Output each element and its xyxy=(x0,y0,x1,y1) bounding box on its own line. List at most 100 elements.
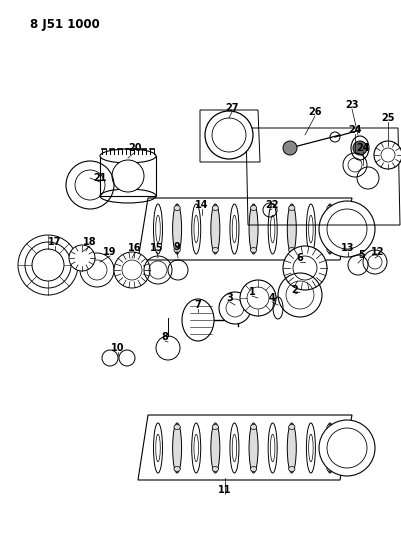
Ellipse shape xyxy=(232,215,236,243)
Circle shape xyxy=(114,252,150,288)
Text: 16: 16 xyxy=(128,243,142,253)
Text: 8 J51 1000: 8 J51 1000 xyxy=(30,18,99,31)
Text: 8: 8 xyxy=(161,332,168,342)
Text: 1: 1 xyxy=(248,287,255,297)
Text: 19: 19 xyxy=(103,247,116,257)
Ellipse shape xyxy=(250,424,256,430)
Circle shape xyxy=(225,299,243,317)
Circle shape xyxy=(318,420,374,476)
Circle shape xyxy=(112,160,144,192)
Text: 27: 27 xyxy=(225,103,238,113)
Ellipse shape xyxy=(212,247,218,253)
Ellipse shape xyxy=(212,206,218,211)
Ellipse shape xyxy=(210,204,219,254)
Circle shape xyxy=(119,350,135,366)
Text: 17: 17 xyxy=(48,237,62,247)
Text: 4: 4 xyxy=(268,293,275,303)
Ellipse shape xyxy=(153,423,162,473)
Ellipse shape xyxy=(288,466,294,472)
Ellipse shape xyxy=(288,206,294,211)
Ellipse shape xyxy=(250,466,256,472)
Ellipse shape xyxy=(210,423,219,473)
Ellipse shape xyxy=(326,424,332,430)
Circle shape xyxy=(102,350,118,366)
Ellipse shape xyxy=(229,204,238,254)
Ellipse shape xyxy=(250,206,256,211)
Text: 24: 24 xyxy=(347,125,361,135)
Text: 11: 11 xyxy=(218,485,231,495)
Text: 22: 22 xyxy=(265,200,278,210)
Text: 7: 7 xyxy=(194,300,201,310)
Circle shape xyxy=(318,201,374,257)
Circle shape xyxy=(219,292,250,324)
Text: 24: 24 xyxy=(355,143,369,153)
Circle shape xyxy=(326,209,366,249)
Circle shape xyxy=(87,260,107,280)
Ellipse shape xyxy=(174,206,180,211)
Circle shape xyxy=(282,246,326,290)
Text: 20: 20 xyxy=(128,143,142,153)
Ellipse shape xyxy=(326,466,332,472)
Circle shape xyxy=(282,141,296,155)
Circle shape xyxy=(239,280,275,316)
Ellipse shape xyxy=(267,204,276,254)
Ellipse shape xyxy=(212,466,218,472)
Ellipse shape xyxy=(325,204,334,254)
Ellipse shape xyxy=(153,204,162,254)
Ellipse shape xyxy=(172,204,181,254)
Text: 15: 15 xyxy=(150,243,163,253)
Ellipse shape xyxy=(350,136,368,160)
Ellipse shape xyxy=(194,215,198,243)
Ellipse shape xyxy=(306,423,315,473)
Circle shape xyxy=(69,245,95,271)
Ellipse shape xyxy=(174,424,180,430)
Circle shape xyxy=(326,428,366,468)
Ellipse shape xyxy=(287,204,296,254)
Ellipse shape xyxy=(100,149,156,163)
Ellipse shape xyxy=(306,204,315,254)
Ellipse shape xyxy=(174,247,180,253)
Ellipse shape xyxy=(308,215,312,243)
Ellipse shape xyxy=(325,423,334,473)
Text: 14: 14 xyxy=(195,200,208,210)
Ellipse shape xyxy=(212,424,218,430)
Text: 6: 6 xyxy=(296,253,303,263)
Ellipse shape xyxy=(232,434,236,462)
Ellipse shape xyxy=(270,434,274,462)
Circle shape xyxy=(205,111,252,159)
Circle shape xyxy=(211,118,245,152)
Polygon shape xyxy=(100,156,156,196)
Circle shape xyxy=(246,287,268,309)
Circle shape xyxy=(122,260,142,280)
Ellipse shape xyxy=(270,215,274,243)
Text: 26: 26 xyxy=(308,107,321,117)
Text: 13: 13 xyxy=(340,243,354,253)
Text: 25: 25 xyxy=(380,113,394,123)
Ellipse shape xyxy=(249,204,257,254)
Ellipse shape xyxy=(288,424,294,430)
Ellipse shape xyxy=(229,423,238,473)
Ellipse shape xyxy=(172,423,181,473)
Text: 18: 18 xyxy=(83,237,97,247)
Ellipse shape xyxy=(249,423,257,473)
Circle shape xyxy=(292,256,316,280)
Ellipse shape xyxy=(326,206,332,211)
Ellipse shape xyxy=(155,434,160,462)
Ellipse shape xyxy=(267,423,276,473)
Text: 9: 9 xyxy=(173,242,180,252)
Ellipse shape xyxy=(174,466,180,472)
Ellipse shape xyxy=(191,423,200,473)
Ellipse shape xyxy=(191,204,200,254)
Circle shape xyxy=(80,253,114,287)
Circle shape xyxy=(352,141,366,155)
Text: 21: 21 xyxy=(93,173,107,183)
Text: 5: 5 xyxy=(358,250,365,260)
Text: 3: 3 xyxy=(226,293,233,303)
Text: 23: 23 xyxy=(344,100,358,110)
Ellipse shape xyxy=(194,434,198,462)
Ellipse shape xyxy=(250,247,256,253)
Ellipse shape xyxy=(288,247,294,253)
Ellipse shape xyxy=(182,299,213,341)
Text: 12: 12 xyxy=(371,247,384,257)
Ellipse shape xyxy=(155,215,160,243)
